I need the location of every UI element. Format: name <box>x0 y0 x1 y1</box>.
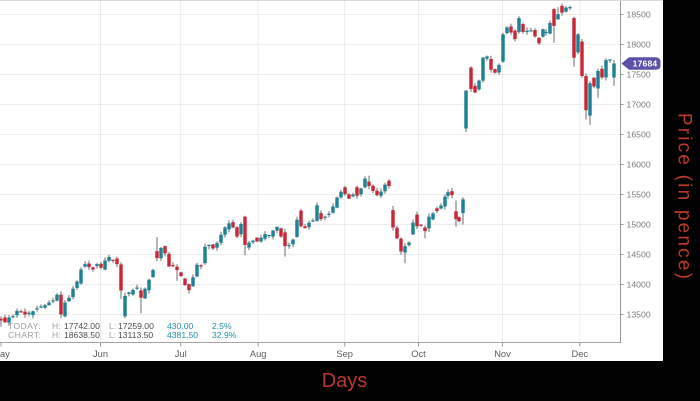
svg-text:L:: L: <box>109 321 116 331</box>
svg-text:16000: 16000 <box>627 160 651 170</box>
svg-text:2.5%: 2.5% <box>212 321 232 331</box>
svg-text:15000: 15000 <box>627 220 651 230</box>
svg-text:L:: L: <box>109 330 116 340</box>
svg-text:H:: H: <box>52 321 61 331</box>
svg-text:May: May <box>0 349 10 359</box>
svg-text:32.9%: 32.9% <box>212 330 237 340</box>
svg-text:Oct: Oct <box>411 349 426 359</box>
svg-text:430.00: 430.00 <box>167 321 194 331</box>
svg-text:14000: 14000 <box>627 280 651 290</box>
svg-text:Dec: Dec <box>572 349 589 359</box>
svg-text:16500: 16500 <box>627 130 651 140</box>
svg-text:Jul: Jul <box>175 349 187 359</box>
svg-text:Days: Days <box>322 370 368 392</box>
svg-text:15500: 15500 <box>627 190 651 200</box>
svg-text:Sep: Sep <box>336 349 353 359</box>
svg-text:18000: 18000 <box>627 40 651 50</box>
svg-text:13113.50: 13113.50 <box>118 330 153 340</box>
svg-text:TODAY:: TODAY: <box>8 321 41 331</box>
svg-text:H:: H: <box>52 330 61 340</box>
svg-text:Aug: Aug <box>250 349 267 359</box>
svg-text:17259.00: 17259.00 <box>118 321 154 331</box>
svg-text:Jun: Jun <box>93 349 108 359</box>
svg-text:17000: 17000 <box>627 100 651 110</box>
svg-text:18638.50: 18638.50 <box>64 330 100 340</box>
svg-text:4381.50: 4381.50 <box>167 330 198 340</box>
svg-text:17684: 17684 <box>633 59 658 69</box>
svg-text:Nov: Nov <box>494 349 511 359</box>
svg-text:CHART:: CHART: <box>8 330 41 340</box>
svg-text:13500: 13500 <box>627 310 651 320</box>
svg-text:Price (in pence): Price (in pence) <box>674 113 695 281</box>
svg-text:17742.00: 17742.00 <box>64 321 100 331</box>
svg-text:14500: 14500 <box>627 250 651 260</box>
svg-text:18500: 18500 <box>627 10 651 20</box>
svg-text:17500: 17500 <box>627 70 651 80</box>
